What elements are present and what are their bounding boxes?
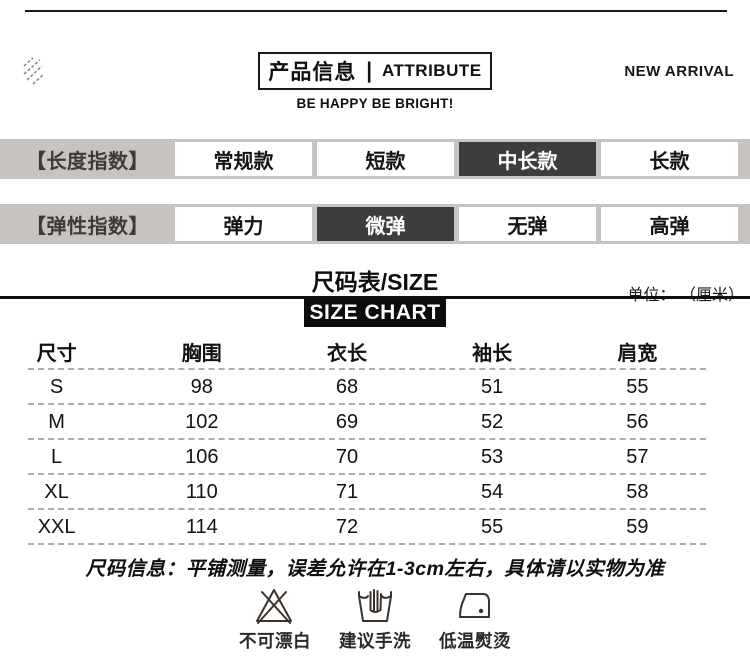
table-row-l: L 106 70 53 57	[0, 440, 710, 475]
option-elastic[interactable]: 弹力	[175, 207, 312, 241]
care-instructions: 不可漂白 建议手洗	[0, 583, 750, 653]
care-label: 建议手洗	[339, 631, 411, 651]
care-item-low-iron: 低温熨烫	[439, 583, 511, 653]
cell: 72	[335, 516, 359, 538]
low-iron-icon	[453, 583, 497, 625]
size-chart-divider	[0, 296, 750, 299]
elasticity-attribute-label: 【弹性指数】	[26, 215, 149, 238]
cell: 106	[185, 446, 219, 468]
cell: 55	[626, 376, 649, 398]
cell: 70	[335, 446, 359, 468]
size-chart-badge: SIZE CHART	[304, 299, 446, 327]
cell: M	[48, 411, 65, 433]
elasticity-attribute-row: 【弹性指数】 弹力 微弹 无弹 高弹	[0, 204, 750, 244]
cell: 102	[185, 411, 219, 433]
col-sleeve: 袖长	[472, 342, 513, 365]
option-regular[interactable]: 常规款	[175, 142, 312, 176]
col-size: 尺寸	[36, 342, 77, 365]
length-attribute-row: 【长度指数】 常规款 短款 中长款 长款	[0, 139, 750, 179]
table-row-s: S 98 68 51 55	[0, 370, 710, 405]
cell: 52	[481, 411, 504, 433]
cell: 110	[185, 481, 218, 503]
col-shoulder: 肩宽	[617, 342, 658, 365]
hand-wash-icon	[352, 583, 398, 625]
care-item-hand-wash: 建议手洗	[339, 583, 411, 653]
length-attribute-label: 【长度指数】	[26, 150, 149, 173]
cell: 55	[481, 516, 504, 538]
no-bleach-icon	[253, 583, 297, 625]
cell: 58	[626, 481, 649, 503]
option-slight-stretch-selected[interactable]: 微弹	[317, 207, 454, 241]
table-row-xl: XL 110 71 54 58	[0, 475, 710, 510]
cell: 98	[190, 376, 213, 398]
care-label: 不可漂白	[239, 631, 311, 651]
elasticity-options: 弹力 微弹 无弹 高弹	[175, 204, 750, 244]
table-row-xxl: XXL 114 72 55 59	[0, 510, 710, 545]
care-label: 低温熨烫	[439, 631, 511, 651]
size-table: 尺寸 胸围 衣长 袖长 肩宽 S 98 68 51 55 M 102 69 52…	[0, 332, 710, 545]
col-bust: 胸围	[181, 342, 222, 365]
cell: 71	[335, 481, 359, 503]
hatch-decoration-icon	[22, 57, 46, 90]
top-divider	[25, 10, 727, 12]
care-item-no-bleach: 不可漂白	[239, 583, 311, 653]
table-row-m: M 102 69 52 56	[0, 405, 710, 440]
length-options: 常规款 短款 中长款 长款	[175, 139, 750, 179]
option-long[interactable]: 长款	[601, 142, 738, 176]
section-title-cn: 产品信息	[268, 61, 357, 84]
size-chart-title: 尺码表/SIZE	[311, 269, 439, 295]
cell: 53	[481, 446, 504, 468]
title-separator: |	[366, 58, 373, 83]
cell: S	[49, 376, 64, 398]
new-arrival-label: NEW ARRIVAL	[624, 63, 734, 80]
option-no-stretch[interactable]: 无弹	[459, 207, 596, 241]
option-short[interactable]: 短款	[317, 142, 454, 176]
slogan-text: BE HAPPY BE BRIGHT!	[296, 96, 454, 111]
cell: 51	[481, 376, 504, 398]
cell: L	[51, 446, 63, 468]
measurement-note: 尺码信息：平铺测量，误差允许在1-3cm左右，具体请以实物为准	[85, 558, 665, 580]
cell: 68	[335, 376, 359, 398]
option-high-stretch[interactable]: 高弹	[601, 207, 738, 241]
cell: 57	[626, 446, 649, 468]
unit-label: 单位： （厘米）	[628, 281, 744, 305]
cell: 59	[626, 516, 649, 538]
section-title-en: ATTRIBUTE	[382, 61, 482, 80]
size-table-header-row: 尺寸 胸围 衣长 袖长 肩宽	[0, 332, 710, 370]
option-mid-length-selected[interactable]: 中长款	[459, 142, 596, 176]
col-length: 衣长	[326, 342, 367, 365]
cell: 54	[481, 481, 504, 503]
cell: XL	[44, 481, 69, 503]
section-title-box: 产品信息 | ATTRIBUTE	[258, 52, 492, 90]
cell: XXL	[37, 516, 76, 538]
cell: 56	[626, 411, 649, 433]
cell: 114	[185, 516, 218, 538]
cell: 69	[335, 411, 359, 433]
